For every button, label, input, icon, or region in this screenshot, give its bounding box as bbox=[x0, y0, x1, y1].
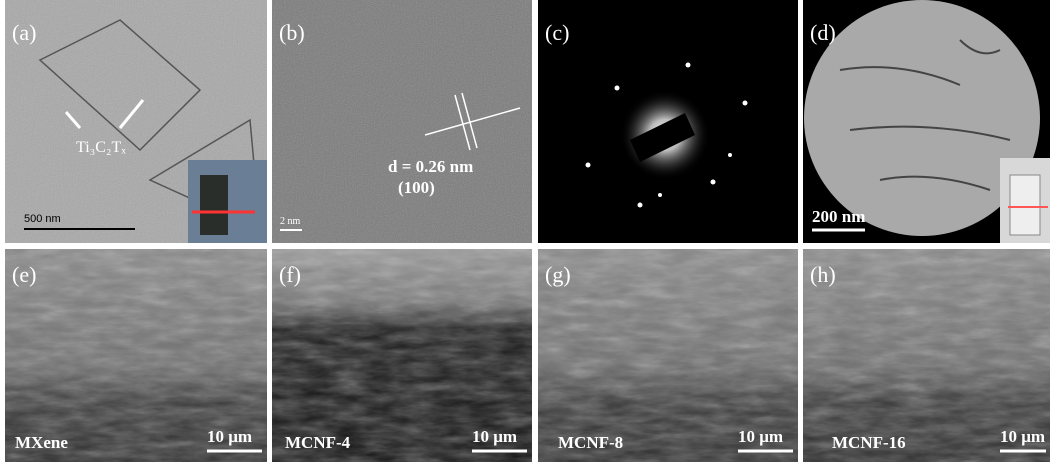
panel-b: (b) d = 0.26 nm (100) 2 nm bbox=[272, 0, 532, 243]
scale-text: 200 nm bbox=[812, 207, 865, 226]
panel-label: (a) bbox=[12, 20, 36, 45]
panel-e: (e) MXene 10 μm bbox=[5, 249, 267, 462]
panel-c: (c) bbox=[538, 0, 798, 243]
sample-name: MCNF-4 bbox=[285, 433, 351, 452]
panel-label: (g) bbox=[545, 262, 571, 287]
sample-name: MCNF-16 bbox=[832, 433, 906, 452]
scale-text: 2 nm bbox=[280, 216, 301, 227]
d-spacing: d = 0.26 nm bbox=[388, 157, 473, 176]
panel-label: (d) bbox=[810, 20, 836, 45]
figure: (a) Ti₃C₂Tₓ 500 nm (b) d = 0.26 nm (100)… bbox=[0, 0, 1050, 462]
scale-text: 500 nm bbox=[24, 213, 61, 225]
plane: (100) bbox=[398, 178, 435, 197]
panel-f: (f) MCNF-4 10 μm bbox=[272, 249, 532, 462]
panel-label: (c) bbox=[545, 20, 569, 45]
panel-label: (f) bbox=[279, 262, 301, 287]
scale-text: 10 μm bbox=[738, 427, 783, 446]
sample-name: MXene bbox=[15, 433, 68, 452]
panel-d: (d) 200 nm bbox=[803, 0, 1050, 243]
vial bbox=[1010, 175, 1040, 235]
panel-label: (e) bbox=[12, 262, 36, 287]
panel-a: (a) Ti₃C₂Tₓ 500 nm bbox=[5, 0, 267, 243]
scale-text: 10 μm bbox=[472, 427, 517, 446]
sample-name: MCNF-8 bbox=[558, 433, 623, 452]
vial bbox=[200, 175, 228, 235]
texture bbox=[272, 0, 532, 243]
scale-text: 10 μm bbox=[1000, 427, 1045, 446]
panel-label: (b) bbox=[279, 20, 305, 45]
panel-g: (g) MCNF-8 10 μm bbox=[538, 249, 798, 462]
annotation: Ti₃C₂Tₓ bbox=[76, 139, 126, 156]
scale-text: 10 μm bbox=[207, 427, 252, 446]
panel-h: (h) MCNF-16 10 μm bbox=[803, 249, 1050, 462]
panel-label: (h) bbox=[810, 262, 836, 287]
